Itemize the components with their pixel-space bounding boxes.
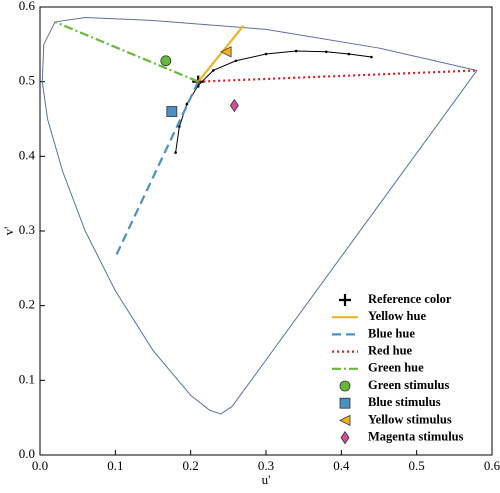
y-tick-label: 0.6 [19,0,36,13]
hue-line [198,69,477,83]
legend-label: Reference color [368,292,452,306]
marker [166,106,178,117]
legend-label: Green stimulus [368,378,450,392]
spectral-locus [41,16,478,415]
legend-marker [340,430,350,445]
x-axis-label: u' [262,472,271,487]
x-tick-label: 0.2 [183,458,199,473]
locus-point [174,151,177,154]
locus-point [211,69,215,72]
locus-point [178,125,181,128]
legend-label: Yellow hue [368,309,426,323]
x-tick-label: 0.3 [258,458,274,473]
locus-point [264,52,268,56]
legend-label: Blue stimulus [368,395,441,409]
legend-label: Yellow stimulus [368,412,452,426]
x-tick-label: 0.4 [333,458,350,473]
legend-label: Red hue [368,343,413,357]
y-axis-label: v' [1,227,16,236]
legend-marker [339,397,351,409]
legend-label: Magenta stimulus [368,429,464,443]
marker [220,46,232,58]
y-tick-label: 0.3 [19,222,35,237]
y-tick-label: 0.4 [19,147,36,162]
locus-point [324,50,328,54]
hue-line [54,20,199,83]
locus-point [370,55,373,59]
marker [229,98,239,113]
y-tick-label: 0.5 [19,73,35,88]
y-tick-label: 0.0 [19,446,35,461]
locus-point [294,49,298,53]
legend-marker [339,414,351,427]
locus-point [347,52,351,56]
x-tick-label: 0.5 [409,458,425,473]
legend-marker [339,294,351,306]
legend-label: Green hue [368,361,424,375]
hue-line [197,24,245,83]
locus-point [234,59,238,63]
x-tick-label: 0.0 [32,458,48,473]
y-tick-label: 0.2 [19,297,35,312]
locus-point [185,102,189,106]
x-tick-label: 0.1 [107,458,123,473]
legend-label: Blue hue [368,326,415,340]
y-tick-label: 0.1 [19,371,35,386]
blackbody-locus [175,50,372,153]
marker [160,55,172,67]
legend-marker [339,380,351,392]
hue-line [114,81,200,258]
x-tick-label: 0.6 [484,458,500,473]
